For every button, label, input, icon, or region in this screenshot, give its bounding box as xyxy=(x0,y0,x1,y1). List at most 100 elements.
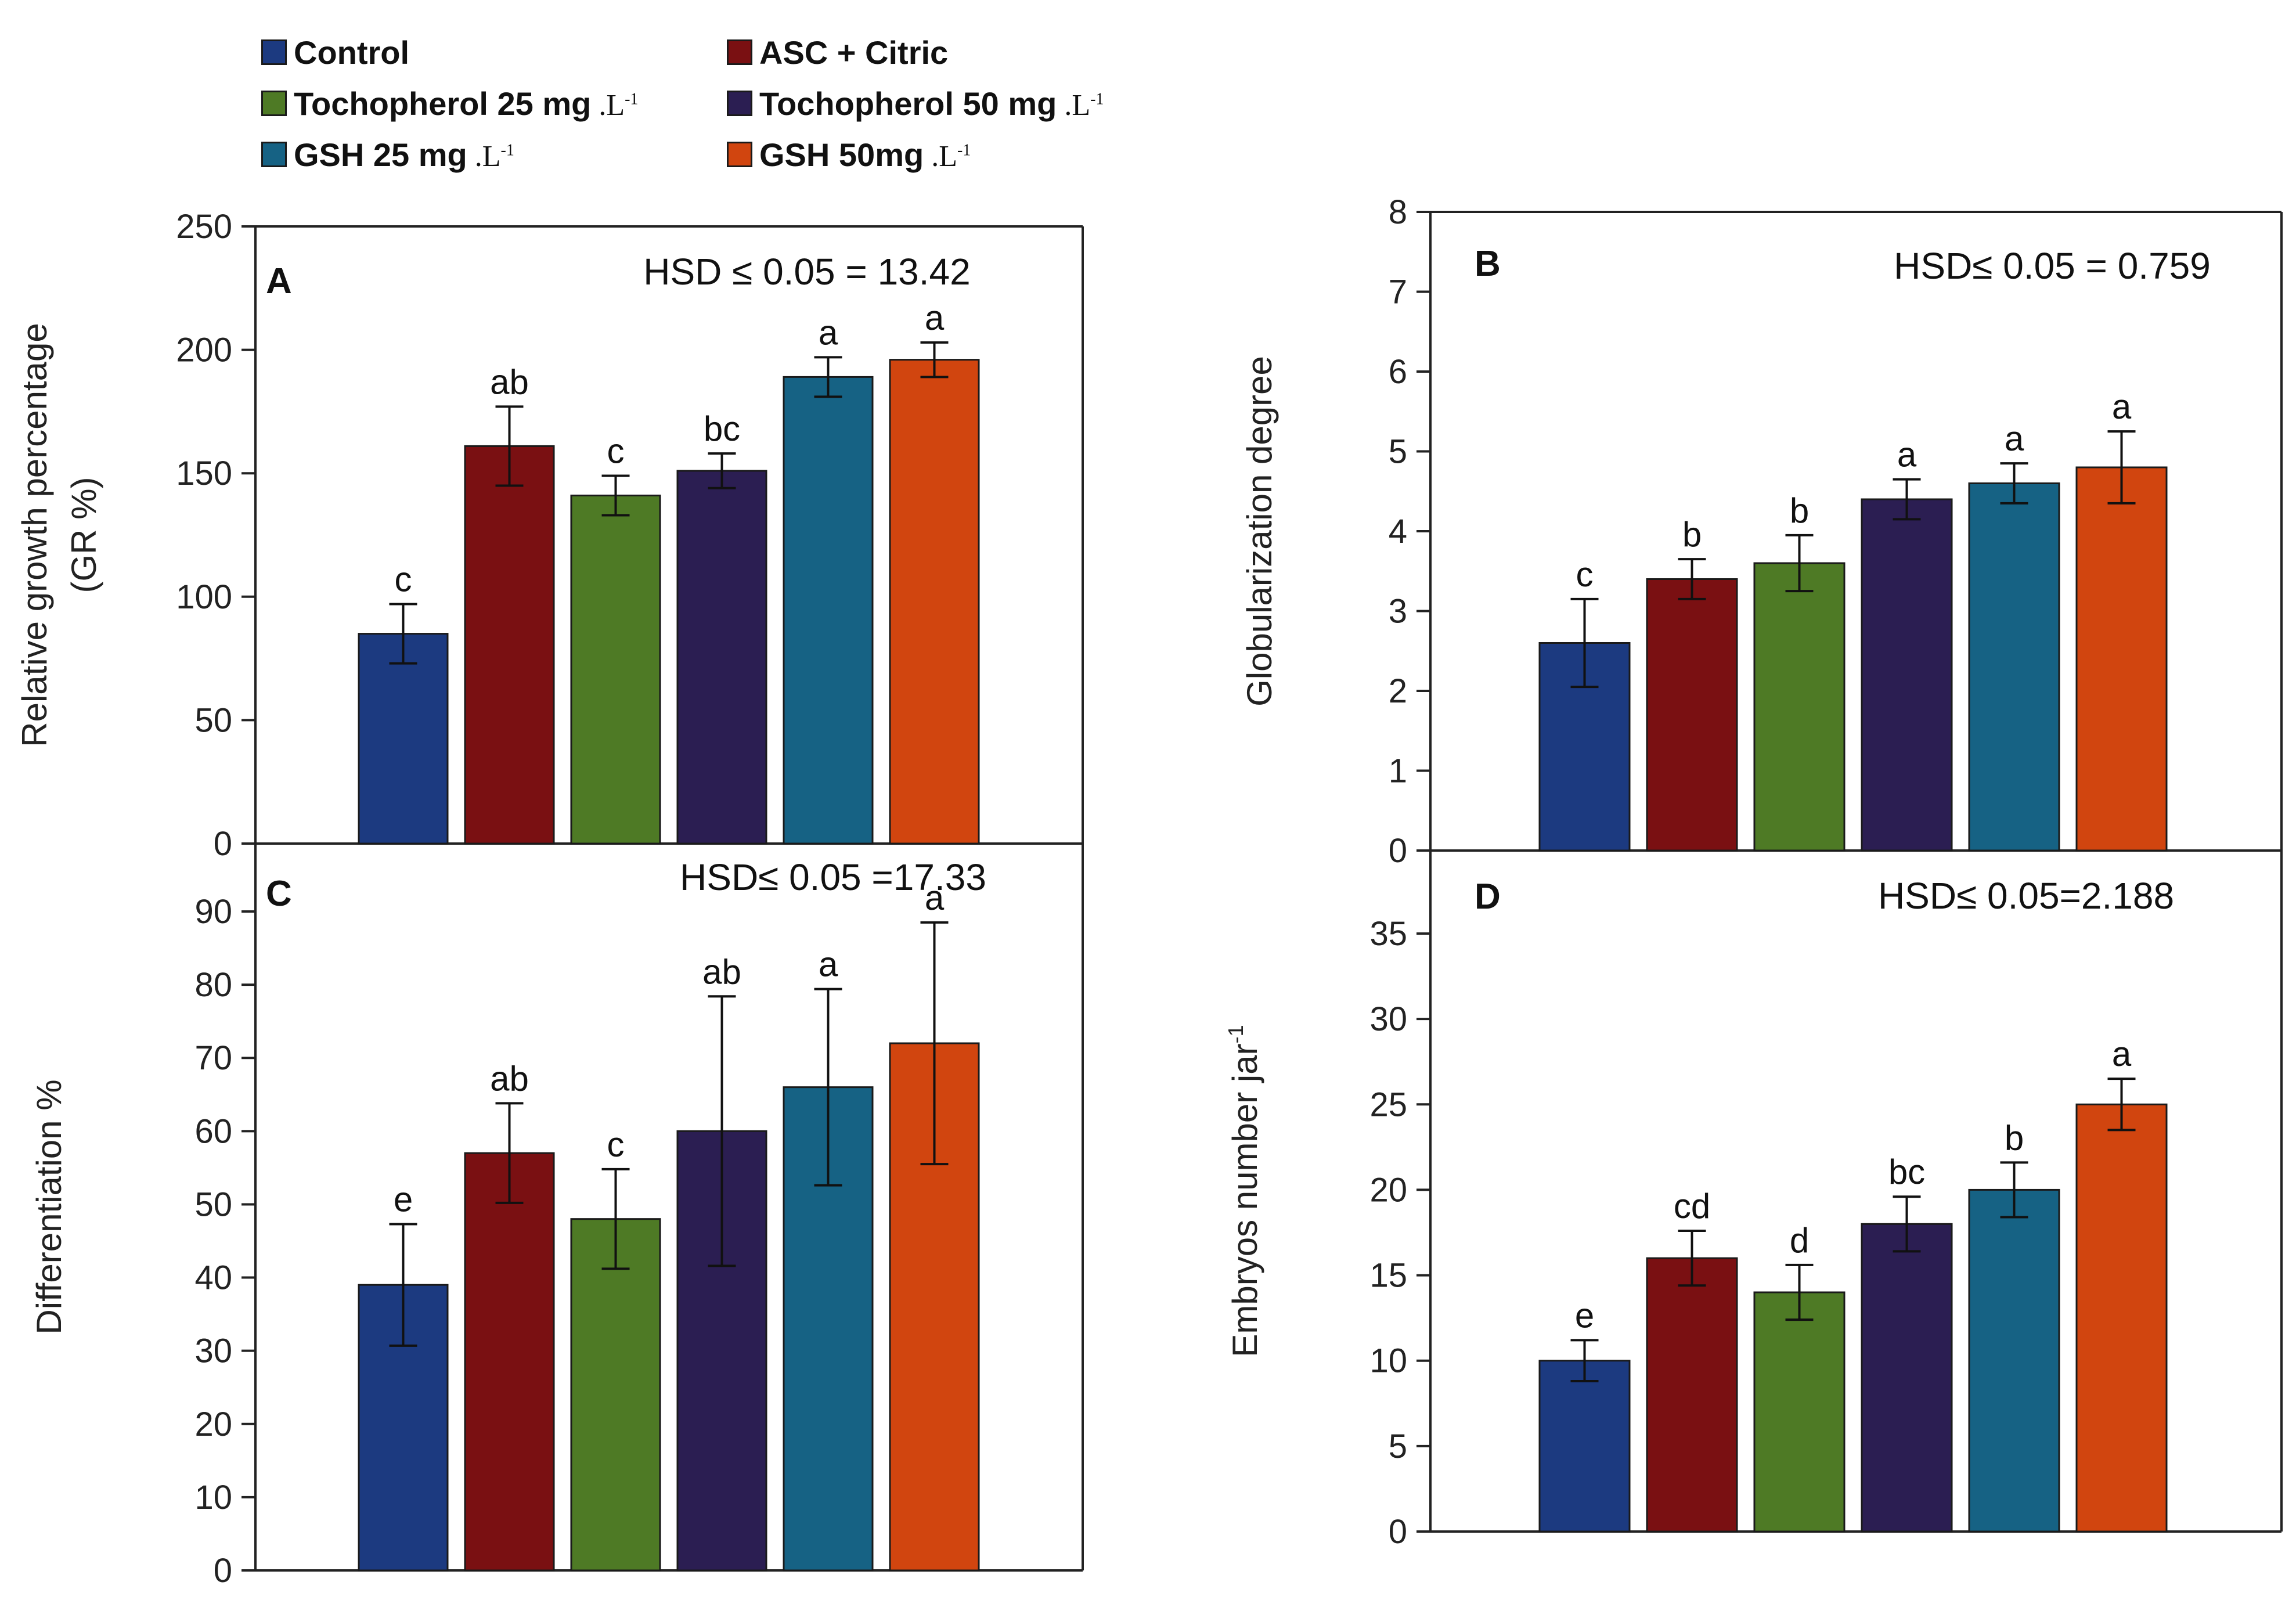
significance-letter: c xyxy=(1576,555,1594,594)
significance-letter: a xyxy=(1897,435,1917,474)
y-tick-label: 30 xyxy=(194,1332,232,1370)
significance-letter: d xyxy=(1790,1221,1809,1260)
y-tick-label: 15 xyxy=(1369,1257,1407,1295)
panel-a: 0 50 100 150 200 250 Relative growth percentag… xyxy=(15,208,1084,863)
bar-a-3 xyxy=(570,494,661,845)
significance-letter: a xyxy=(2112,1035,2132,1073)
legend-item-control: Control xyxy=(261,29,409,75)
bar-d-3 xyxy=(1753,1291,1846,1533)
y-tick-label: 35 xyxy=(1369,915,1407,953)
y-tick-label: 25 xyxy=(1369,1086,1407,1123)
legend-label: Control xyxy=(294,34,410,71)
y-tick-label: 250 xyxy=(176,208,232,246)
y-tick-label: 60 xyxy=(194,1112,232,1150)
panel-c: 0 10 20 30 40 50 60 70 80 90 Differentiation % C HSD… xyxy=(30,844,1084,1590)
significance-letter: a xyxy=(2005,419,2024,458)
y-tick-label: 1 xyxy=(1389,752,1407,790)
bar-b-4 xyxy=(1861,498,1953,852)
y-tick-label: 70 xyxy=(194,1039,232,1077)
hsd-annotation-b: HSD≤ 0.05 = 0.759 xyxy=(1894,245,2211,287)
y-tick-label: 5 xyxy=(1389,1428,1407,1465)
y-tick-label: 10 xyxy=(1369,1342,1407,1380)
bar-d-4 xyxy=(1861,1223,1953,1533)
bar-a-4 xyxy=(676,470,767,845)
legend-swatch xyxy=(261,39,287,65)
legend-swatch xyxy=(261,142,287,167)
significance-letter: a xyxy=(925,878,945,917)
significance-letter: e xyxy=(394,1180,413,1219)
significance-letter: bc xyxy=(1888,1152,1925,1191)
y-tick-label: 150 xyxy=(176,455,232,492)
y-axis-label: Relative growth percentage xyxy=(15,323,54,747)
bar-d-6 xyxy=(2075,1103,2168,1533)
bar-d-1 xyxy=(1538,1360,1631,1533)
bar-a-1 xyxy=(358,633,449,845)
significance-letter: c xyxy=(607,1125,625,1164)
y-axis-label: Globularization degree xyxy=(1240,356,1279,707)
y-tick-label: 10 xyxy=(194,1479,232,1516)
hsd-annotation-d: HSD≤ 0.05=2.188 xyxy=(1878,875,2174,917)
y-tick-label: 6 xyxy=(1389,353,1407,391)
y-axis-label-superscript: -1 xyxy=(1224,1025,1248,1043)
legend: Control ASC + Citric Tochopherol 25 mg .… xyxy=(255,23,1242,180)
y-tick-label: 4 xyxy=(1389,513,1407,550)
legend-swatch xyxy=(727,142,752,167)
bar-b-5 xyxy=(1968,482,2060,852)
y-tick-label: 200 xyxy=(176,332,232,369)
y-tick-label: 20 xyxy=(194,1406,232,1443)
legend-label: GSH 25 mg .L-1 xyxy=(294,136,514,173)
significance-letter: a xyxy=(819,313,838,352)
hsd-annotation-c: HSD≤ 0.05 =17.33 xyxy=(680,856,986,898)
panel-b: 0 1 2 3 4 5 6 7 8 Globularization degree B HSD≤ 0.0… xyxy=(1240,193,2283,870)
y-tick-label: 5 xyxy=(1389,433,1407,471)
y-tick-label: 40 xyxy=(194,1259,232,1297)
y-tick-label: 3 xyxy=(1389,593,1407,630)
significance-letter: c xyxy=(395,560,412,599)
y-tick-label: 2 xyxy=(1389,672,1407,710)
y-tick-label: 0 xyxy=(1389,1513,1407,1551)
legend-swatch xyxy=(727,91,752,116)
y-tick-label: 50 xyxy=(194,701,232,739)
hsd-annotation-a: HSD ≤ 0.05 = 13.42 xyxy=(643,251,970,293)
significance-letter: b xyxy=(2005,1118,2024,1157)
bar-b-2 xyxy=(1646,578,1738,852)
legend-swatch xyxy=(727,39,752,65)
legend-label: Tochopherol 25 mg .L-1 xyxy=(294,85,639,122)
y-tick-label: 0 xyxy=(1389,832,1407,870)
y-tick-label: 8 xyxy=(1389,193,1407,231)
bar-b-3 xyxy=(1753,562,1846,852)
panel-label-d: D xyxy=(1475,877,1501,917)
y-axis-label: Differentiation % xyxy=(30,1079,69,1334)
significance-letter: c xyxy=(607,431,625,470)
y-axis-label: Embryos number jar-1 xyxy=(1224,1025,1264,1357)
panel-label-c: C xyxy=(266,874,292,914)
y-tick-label: 100 xyxy=(176,578,232,616)
legend-item-asc-citric: ASC + Citric xyxy=(727,29,948,75)
bar-b-6 xyxy=(2075,466,2168,852)
panel-label-b: B xyxy=(1475,244,1501,284)
bar-c-2 xyxy=(464,1152,555,1572)
significance-letter: ab xyxy=(490,1059,529,1098)
significance-letter: e xyxy=(1575,1296,1594,1335)
legend-item-gsh-50: GSH 50mg .L-1 xyxy=(727,131,971,178)
legend-label: GSH 50mg .L-1 xyxy=(759,136,971,173)
y-tick-label: 30 xyxy=(1369,1000,1407,1038)
y-tick-label: 20 xyxy=(1369,1171,1407,1209)
bar-a-5 xyxy=(783,376,874,845)
significance-letter: cd xyxy=(1674,1187,1710,1226)
significance-letter: b xyxy=(1790,491,1809,530)
significance-letter: a xyxy=(2112,387,2132,426)
significance-letter: ab xyxy=(702,952,741,991)
y-tick-label: 0 xyxy=(214,825,232,863)
bar-a-2 xyxy=(464,445,555,845)
significance-letter: a xyxy=(925,298,945,337)
y-tick-label: 80 xyxy=(194,966,232,1004)
legend-swatch xyxy=(261,91,287,116)
significance-letter: bc xyxy=(704,409,740,448)
y-tick-label: 7 xyxy=(1389,273,1407,311)
legend-label: Tochopherol 50 mg .L-1 xyxy=(759,85,1104,122)
bar-a-6 xyxy=(889,359,980,845)
legend-label: ASC + Citric xyxy=(759,34,949,71)
bar-c-3 xyxy=(570,1218,661,1572)
